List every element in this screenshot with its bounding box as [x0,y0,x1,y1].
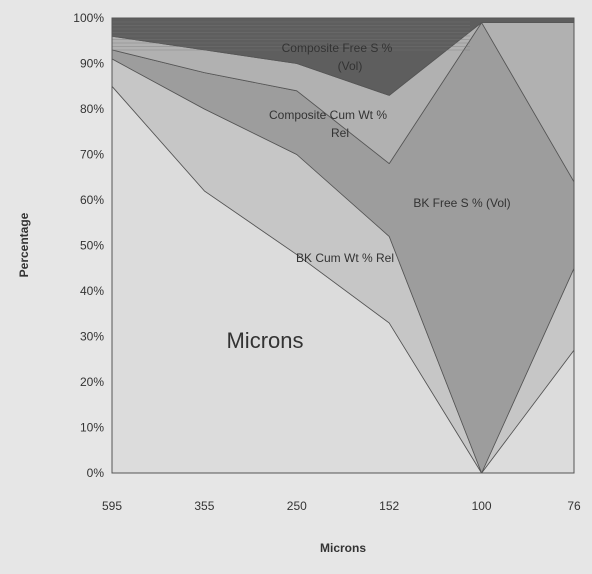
y-tick-label: 10% [80,421,104,435]
x-tick-label: 100 [472,499,492,513]
y-tick-label: 60% [80,193,104,207]
area-label-bk-free-s-vol: BK Free S % (Vol) [413,196,510,210]
y-tick-label: 90% [80,57,104,71]
y-tick-label: 40% [80,284,104,298]
y-tick-label: 100% [73,11,104,25]
x-tick-label: 152 [379,499,399,513]
y-tick-label: 0% [87,466,105,480]
area-label-composite-cum-wt-rel: Composite Cum Wt % [269,108,387,122]
area-label-composite-cum-wt-rel: Rel [331,126,349,140]
y-tick-label: 20% [80,375,104,389]
y-axis-title: Percentage [17,212,31,277]
area-label-composite-free-s-vol: Composite Free S % [282,41,393,55]
x-axis-title: Microns [320,541,366,555]
area-label-microns: Microns [226,328,303,353]
area-label-bk-cum-wt-rel: BK Cum Wt % Rel [296,251,394,265]
x-tick-label: 595 [102,499,122,513]
y-tick-label: 80% [80,102,104,116]
y-tick-label: 70% [80,148,104,162]
y-tick-label: 30% [80,330,104,344]
x-tick-label: 76 [567,499,581,513]
x-tick-label: 355 [194,499,214,513]
x-tick-label: 250 [287,499,307,513]
y-tick-label: 50% [80,239,104,253]
plot-border [111,17,575,474]
area-label-composite-free-s-vol: (Vol) [338,59,363,73]
